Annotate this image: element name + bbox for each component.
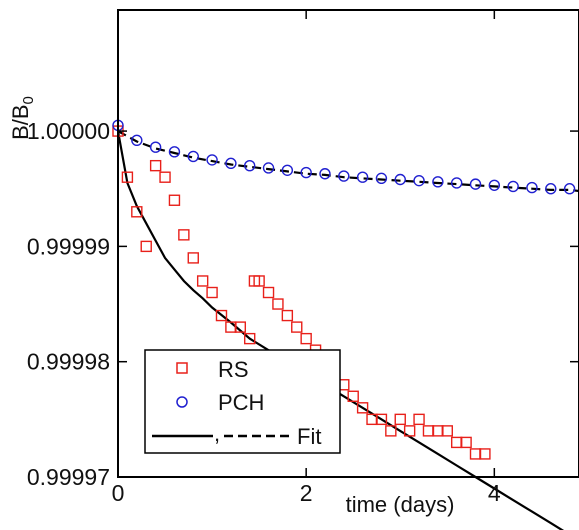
pch-point xyxy=(358,172,368,182)
x-tick-label: 2 xyxy=(300,480,313,506)
legend-fit-separator: , xyxy=(214,421,220,446)
rs-point xyxy=(480,449,490,459)
legend: RS PCH , Fit xyxy=(145,350,340,453)
x-axis-label: time (days) xyxy=(346,492,455,517)
rs-point xyxy=(179,230,189,240)
y-tick-label: 0.99998 xyxy=(27,349,110,375)
rs-point xyxy=(198,276,208,286)
legend-fit-label: Fit xyxy=(297,424,321,449)
y-axis-label-main: B/B xyxy=(8,104,33,139)
pch-point xyxy=(207,155,217,165)
rs-point xyxy=(141,241,151,251)
pch-point xyxy=(151,142,161,152)
rs-point xyxy=(301,334,311,344)
rs-point xyxy=(292,322,302,332)
rs-point xyxy=(433,426,443,436)
rs-point xyxy=(207,288,217,298)
legend-pch-label: PCH xyxy=(218,390,264,415)
rs-point xyxy=(471,449,481,459)
y-tick-label: 1.00000 xyxy=(27,118,110,144)
legend-rs-label: RS xyxy=(218,357,249,382)
rs-point xyxy=(461,437,471,447)
rs-point xyxy=(160,172,170,182)
x-tick-label: 4 xyxy=(488,480,501,506)
rs-point xyxy=(442,426,452,436)
y-tick-label: 0.99997 xyxy=(27,464,110,490)
rs-point xyxy=(151,161,161,171)
pch-point xyxy=(320,169,330,179)
pch-point xyxy=(414,176,424,186)
data-layer xyxy=(113,120,579,530)
rs-point xyxy=(414,414,424,424)
pch-point xyxy=(471,179,481,189)
x-tick-label: 0 xyxy=(112,480,125,506)
rs-point xyxy=(169,195,179,205)
pch-point xyxy=(565,184,575,194)
y-tick-label: 0.99999 xyxy=(27,233,110,259)
pch-point xyxy=(264,163,274,173)
pch-point xyxy=(527,183,537,193)
rs-point xyxy=(452,437,462,447)
rs-point xyxy=(273,299,283,309)
y-axis-label: B/B0 xyxy=(8,96,37,140)
y-axis-label-subscript: 0 xyxy=(20,96,37,104)
rs-point xyxy=(423,426,433,436)
rs-point xyxy=(188,253,198,263)
rs-point xyxy=(395,414,405,424)
rs-point xyxy=(282,311,292,321)
rs-point xyxy=(264,288,274,298)
